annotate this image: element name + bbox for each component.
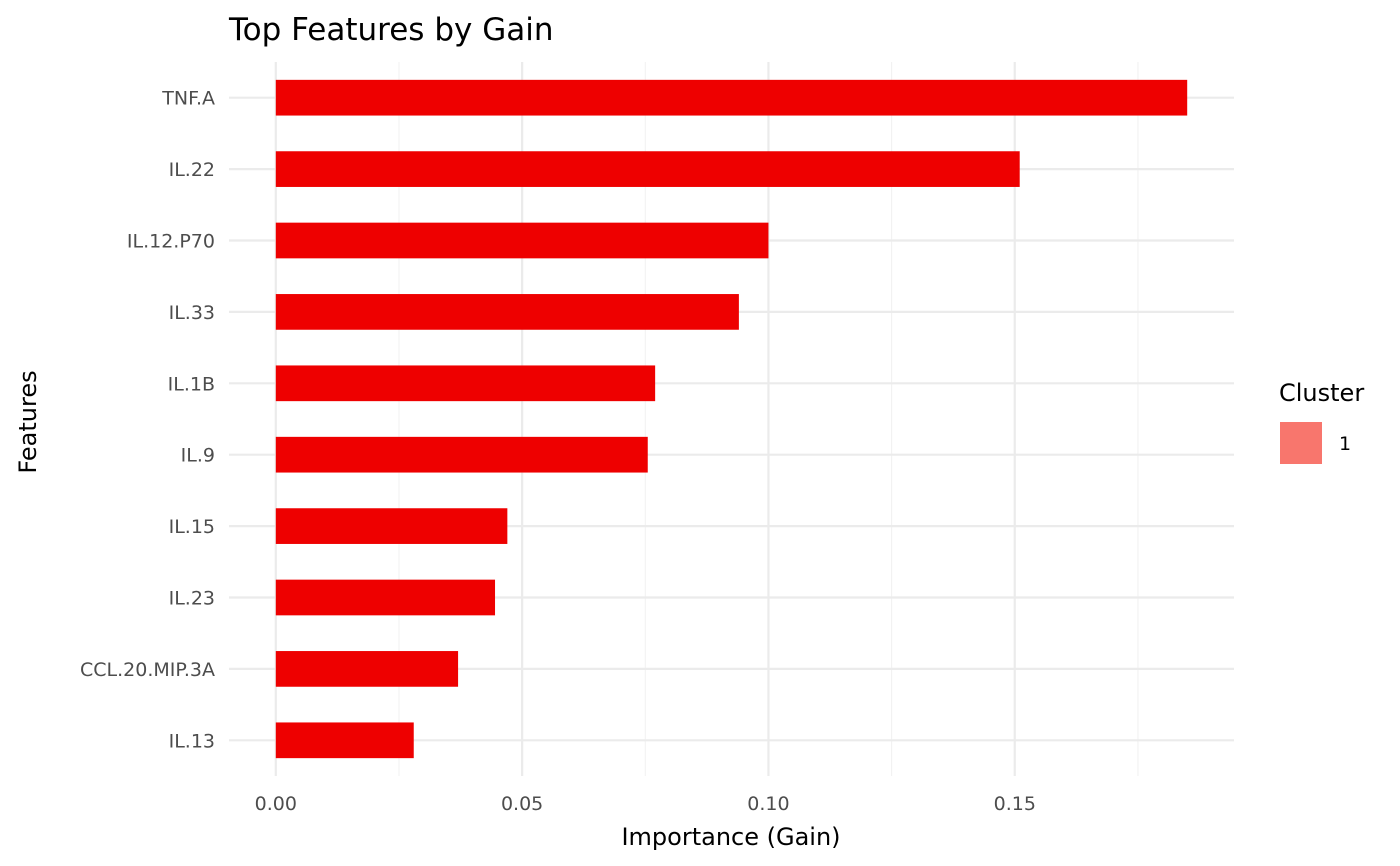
- y-tick-label: IL.13: [169, 730, 215, 752]
- x-tick-label: 0.15: [994, 793, 1036, 815]
- bar: [275, 222, 769, 259]
- bar: [275, 508, 508, 544]
- y-tick-label: IL.22: [169, 159, 215, 181]
- x-tick-label: 0.10: [747, 793, 789, 815]
- bar: [275, 79, 1188, 116]
- bar: [275, 151, 1020, 187]
- legend-title: Cluster: [1279, 379, 1364, 407]
- bar: [275, 436, 648, 473]
- y-tick-label: IL.9: [181, 445, 215, 467]
- y-tick-label: IL.23: [169, 588, 215, 610]
- bar: [275, 722, 414, 759]
- bar: [275, 365, 656, 402]
- legend-label: 1: [1339, 433, 1351, 455]
- x-tick-label: 0.00: [255, 793, 297, 815]
- y-axis-title: Features: [14, 370, 42, 473]
- bar: [275, 294, 739, 330]
- x-tick-label: 0.05: [501, 793, 543, 815]
- x-tick-labels: 0.00 0.05 0.10 0.15: [255, 793, 1036, 815]
- y-tick-label: TNF.A: [161, 88, 215, 110]
- y-tick-label: CCL.20.MIP.3A: [80, 659, 215, 681]
- chart-title: Top Features by Gain: [228, 12, 553, 48]
- legend: Cluster 1: [1279, 379, 1364, 464]
- bar: [275, 651, 459, 687]
- y-tick-label: IL.33: [169, 302, 215, 324]
- bar: [275, 579, 496, 616]
- legend-swatch: [1280, 422, 1322, 464]
- x-axis-title: Importance (Gain): [621, 823, 840, 851]
- y-tick-label: IL.12.P70: [127, 231, 215, 253]
- bars: [275, 79, 1188, 759]
- y-tick-label: IL.1B: [168, 373, 215, 395]
- y-tick-label: IL.15: [169, 516, 215, 538]
- y-tick-labels: TNF.A IL.22 IL.12.P70 IL.33 IL.1B IL.9 IL.15 IL…: [80, 88, 215, 753]
